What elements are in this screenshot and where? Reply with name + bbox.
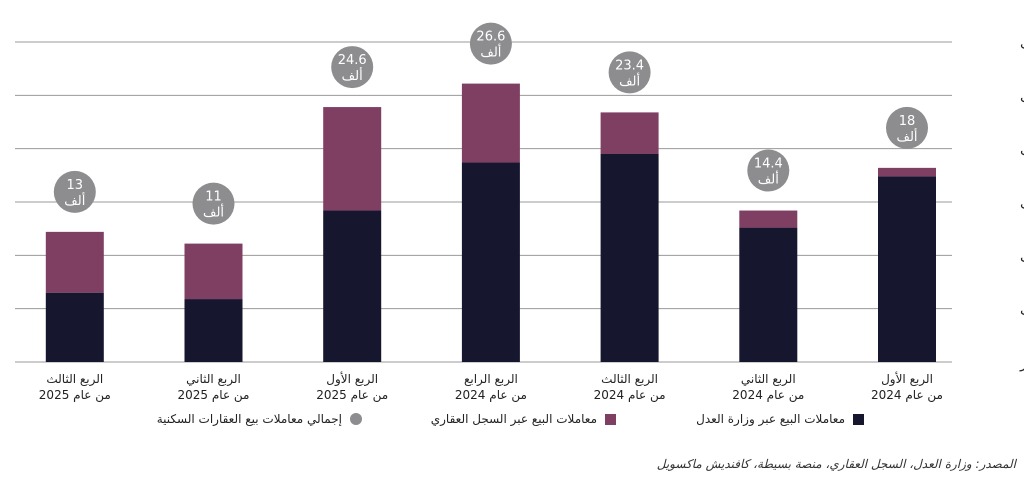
legend-item-total: إجمالي معاملات بيع العقارات السكنية <box>157 412 362 426</box>
x-tick-label-year: من عام 2024 <box>871 388 943 403</box>
total-unit-label: ألف <box>758 171 779 188</box>
x-tick-label-year: من عام 2024 <box>455 388 527 403</box>
y-tick-label: صفر <box>1019 356 1024 372</box>
x-tick-label-year: من عام 2024 <box>594 388 666 403</box>
legend-swatch-total <box>350 413 362 425</box>
x-tick-label-year: من عام 2025 <box>39 388 111 403</box>
legend-label-registry: معاملات البيع عبر السجل العقاري <box>430 412 597 426</box>
total-unit-label: ألف <box>896 128 917 145</box>
y-tick-label: 15 ألف <box>1020 194 1024 212</box>
total-unit-label: ألف <box>203 204 224 221</box>
x-tick-label-quarter: الربع الرابع <box>464 372 518 387</box>
total-unit-label: ألف <box>342 67 363 84</box>
x-tick-label-year: من عام 2025 <box>178 388 250 403</box>
bar-segment-moj <box>739 227 798 362</box>
x-tick-label-quarter: الربع الأول <box>326 371 378 387</box>
total-value-label: 24.6 <box>338 53 367 68</box>
x-tick-label-quarter: الربع الثاني <box>186 372 241 387</box>
bar-segment-registry <box>739 210 798 228</box>
legend-swatch-registry <box>605 413 616 425</box>
total-value-label: 23.4 <box>615 58 644 73</box>
legend-label-total: إجمالي معاملات بيع العقارات السكنية <box>156 412 342 426</box>
y-tick-label: 10 آلاف <box>1020 248 1024 265</box>
x-tick-label-year: من عام 2024 <box>732 388 804 403</box>
x-tick-label-quarter: الربع الثاني <box>741 372 796 387</box>
bar-segment-registry <box>461 83 520 163</box>
stacked-bar-chart: صفر 5 آلاف 10 آلاف 15 ألف 20 ألف 25 ألف 30 ألف… <box>15 22 1024 403</box>
total-value-label: 13 <box>67 178 84 193</box>
total-unit-label: ألف <box>480 44 501 61</box>
total-bubble <box>469 22 512 65</box>
x-tick-label-quarter: الربع الأول <box>881 371 933 387</box>
total-bubble <box>53 170 96 213</box>
bar-segment-moj <box>878 176 936 362</box>
y-tick-label: 20 ألف <box>1020 141 1024 159</box>
bar-segment-registry <box>878 167 936 177</box>
total-value-label: 26.6 <box>476 30 505 45</box>
total-value-label: 11 <box>205 190 222 205</box>
y-tick-label: 30 ألف <box>1020 34 1024 52</box>
bar-segment-moj <box>184 299 243 362</box>
bar-segment-moj <box>461 162 520 362</box>
bar-segment-moj <box>45 292 104 362</box>
legend-swatch-moj <box>853 413 864 425</box>
total-unit-label: ألف <box>619 72 640 89</box>
source-note: المصدر: وزارة العدل، السجل العقاري، منصة… <box>656 457 1016 471</box>
x-tick-label-year: من عام 2025 <box>316 388 388 403</box>
total-value-label: 14.4 <box>754 157 783 172</box>
total-bubble <box>747 149 790 192</box>
bar-segment-moj <box>323 210 382 362</box>
legend-item-moj: معاملات البيع عبر وزارة العدل <box>696 412 864 426</box>
bar-segment-moj <box>600 154 659 362</box>
x-tick-label-quarter: الربع الثالث <box>46 372 103 387</box>
bar-segment-registry <box>45 231 104 293</box>
x-tick-label-quarter: الربع الثالث <box>601 372 658 387</box>
legend-label-moj: معاملات البيع عبر وزارة العدل <box>696 412 845 426</box>
y-tick-label: 25 ألف <box>1020 87 1024 105</box>
total-bubble <box>331 46 374 89</box>
bar-segment-registry <box>600 112 659 154</box>
bar-segment-registry <box>323 107 382 211</box>
total-unit-label: ألف <box>64 192 85 209</box>
total-bubble <box>886 106 928 149</box>
total-bubble <box>608 51 651 94</box>
bar-segment-registry <box>184 243 243 300</box>
total-bubble <box>192 182 235 225</box>
y-tick-label: 5 آلاف <box>1020 302 1024 319</box>
total-value-label: 18 <box>899 114 916 129</box>
legend-item-registry: معاملات البيع عبر السجل العقاري <box>431 412 616 426</box>
